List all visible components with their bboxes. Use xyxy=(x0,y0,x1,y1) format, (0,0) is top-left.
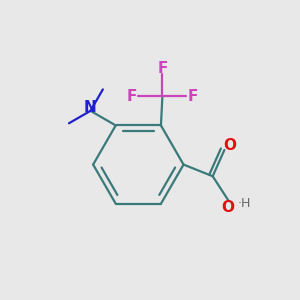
Text: ·H: ·H xyxy=(237,197,250,211)
Text: F: F xyxy=(127,89,137,104)
Text: F: F xyxy=(188,89,198,104)
Text: O: O xyxy=(221,200,234,215)
Text: N: N xyxy=(84,100,97,116)
Text: F: F xyxy=(157,61,168,76)
Text: O: O xyxy=(223,138,236,153)
